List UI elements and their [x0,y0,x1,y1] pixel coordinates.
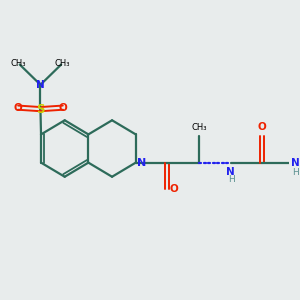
Text: N: N [36,80,45,90]
Text: O: O [14,103,22,112]
Text: CH₃: CH₃ [191,123,207,132]
Text: CH₃: CH₃ [11,59,26,68]
Text: N: N [137,158,147,168]
Text: N: N [226,167,235,176]
Text: O: O [169,184,178,194]
Text: O: O [58,103,67,112]
Text: H: H [228,176,235,184]
Text: O: O [258,122,267,132]
Text: CH₃: CH₃ [55,59,70,68]
Text: N: N [291,158,300,168]
Text: H: H [292,168,299,177]
Text: S: S [36,103,45,116]
